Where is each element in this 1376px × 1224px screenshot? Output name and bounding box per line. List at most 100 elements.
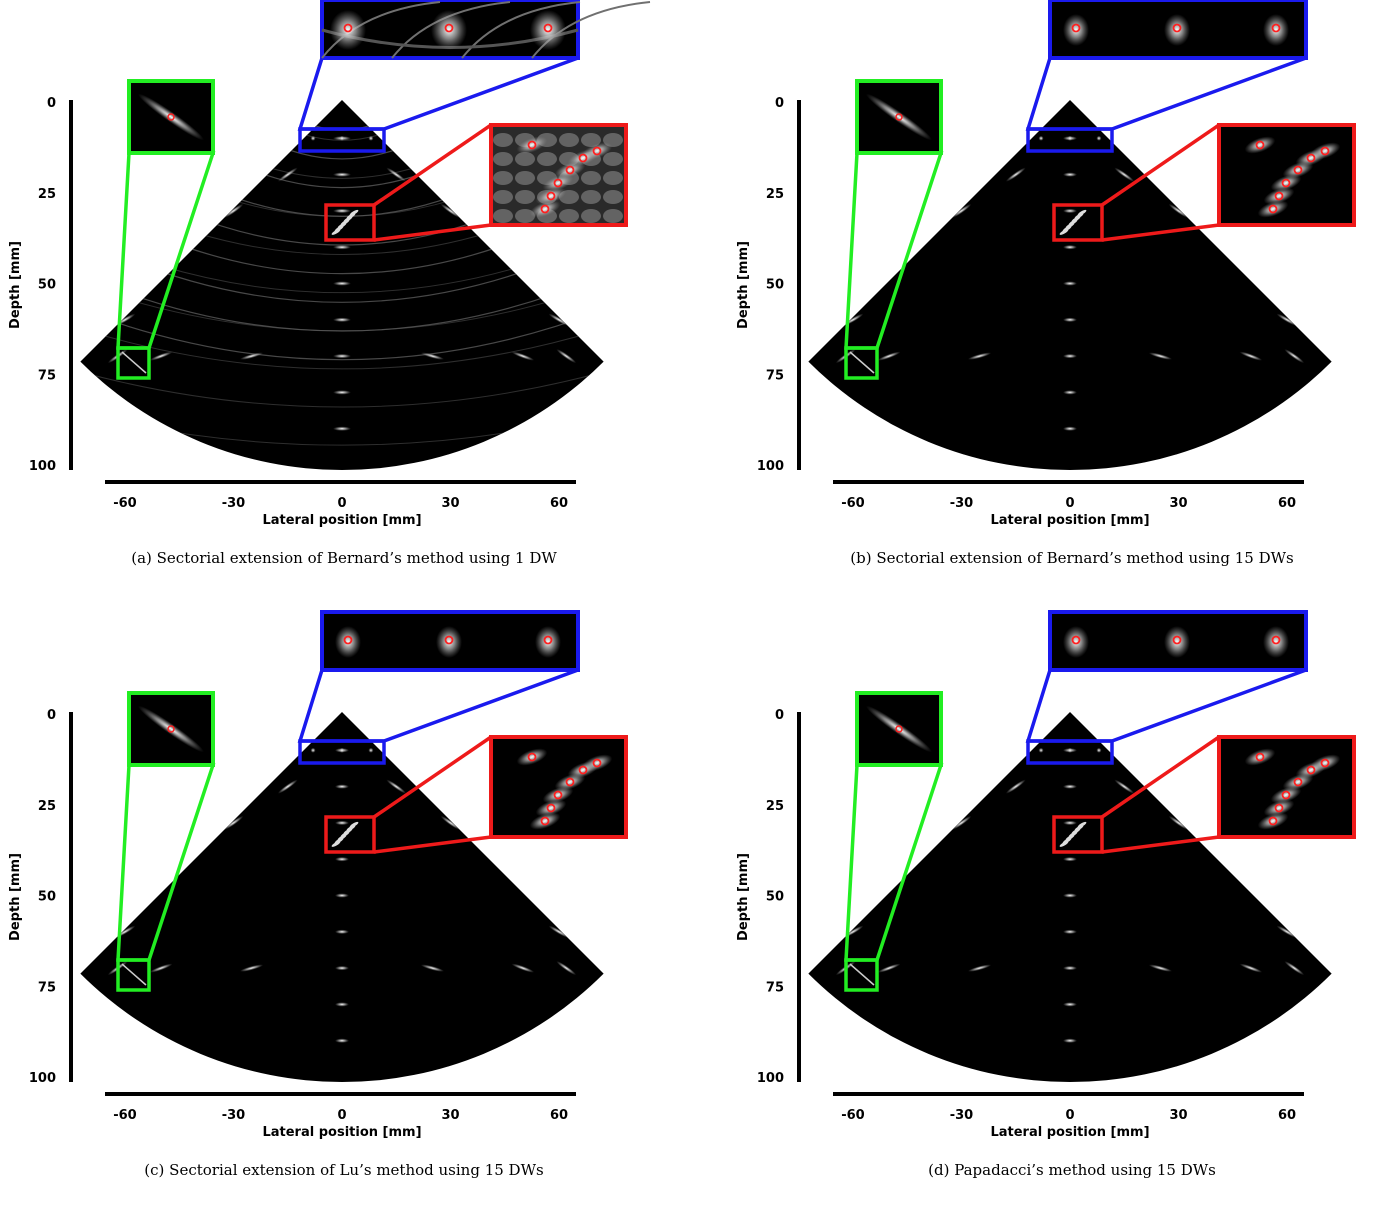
- point-scatterer: [494, 240, 515, 255]
- point-scatterer: [1222, 852, 1243, 867]
- inset-psf: [535, 187, 567, 205]
- point-scatterer: [1063, 353, 1077, 359]
- artifact-arc: [194, 232, 490, 256]
- y-tick-label: 50: [766, 890, 784, 905]
- point-scatterer: [335, 893, 349, 898]
- y-tick-label: 25: [766, 799, 784, 814]
- reference-marker: [553, 790, 563, 800]
- point-scatterer: [386, 779, 407, 794]
- point-scatterer: [511, 351, 535, 361]
- reference-marker: [1274, 191, 1284, 201]
- zoom-connector-red: [373, 223, 492, 242]
- point-scatterer: [386, 167, 407, 182]
- point-scatterer: [333, 426, 351, 431]
- point-scatterer: [1063, 317, 1077, 322]
- speckle-artifact: [559, 209, 579, 223]
- y-tick-label: 75: [766, 368, 784, 383]
- y-tick-label: 100: [757, 459, 784, 474]
- inset-psf: [330, 10, 366, 50]
- point-scatterer: [1096, 747, 1102, 753]
- inset-psf: [138, 705, 204, 753]
- reference-marker: [1268, 204, 1278, 214]
- inset-psf: [138, 93, 204, 141]
- y-tick-label: 100: [29, 1071, 56, 1086]
- subfigure-d: 0 25 50 75 100 -60 -30 0 30 60 Lateral position [m…: [728, 610, 1376, 1224]
- x-axis-label: Lateral position [mm]: [262, 1125, 421, 1140]
- y-axis-label: Depth [mm]: [8, 853, 23, 941]
- inset-psf: [436, 626, 462, 658]
- subfigure-caption: (a) Sectorial extension of Bernard’s met…: [131, 549, 557, 567]
- point-scatterer: [1063, 208, 1077, 214]
- point-scatterer: [1284, 961, 1305, 976]
- x-tick-label: 60: [1278, 496, 1296, 511]
- zoom-connector-red: [373, 735, 492, 819]
- reference-marker: [343, 23, 353, 33]
- subfigure-a: 0 25 50 75 100 -60 -30 0 30 60 Lateral position [m…: [0, 0, 688, 612]
- x-tick-label: -30: [950, 1108, 974, 1123]
- point-scatterer: [1063, 965, 1077, 971]
- inset-psf: [1263, 187, 1295, 205]
- point-scatterer: [339, 135, 345, 141]
- reference-marker: [444, 635, 454, 645]
- point-scatterer: [1005, 167, 1026, 182]
- speckle-artifact: [581, 133, 601, 147]
- inset-psf: [1257, 812, 1289, 830]
- reference-marker: [1320, 758, 1330, 768]
- zoom-box-red: [324, 203, 376, 242]
- point-scatterer: [333, 317, 351, 322]
- point-scatterer: [1063, 929, 1077, 934]
- point-scatterer: [1096, 135, 1102, 141]
- point-scatterer: [1063, 1038, 1077, 1043]
- inset-psf: [1063, 14, 1089, 46]
- point-scatterer: [1168, 203, 1189, 218]
- inset-psf: [1257, 200, 1289, 218]
- y-tick-label: 0: [47, 96, 56, 111]
- speckle-artifact: [603, 152, 623, 166]
- inset-psf: [1282, 773, 1314, 791]
- reference-marker: [1271, 23, 1281, 33]
- reference-marker: [1281, 178, 1291, 188]
- speckle-artifact: [493, 209, 513, 223]
- reference-marker: [527, 140, 537, 150]
- subfigure-b: 0 25 50 75 100 -60 -30 0 30 60 Lateral position [m…: [728, 0, 1376, 612]
- subfigure-caption: (c) Sectorial extension of Lu’s method u…: [144, 1161, 544, 1179]
- point-scatterer: [1063, 784, 1077, 789]
- artifact-arc: [267, 166, 417, 179]
- speckle-artifact: [537, 152, 557, 166]
- y-tick-label: 100: [29, 459, 56, 474]
- y-tick-label: 75: [38, 980, 56, 995]
- y-tick-label: 50: [38, 890, 56, 905]
- point-scatterer: [133, 276, 153, 291]
- point-scatterer: [849, 963, 875, 986]
- y-axis-label: Depth [mm]: [736, 853, 751, 941]
- inset-psf: [1270, 174, 1302, 192]
- reference-marker: [167, 725, 175, 733]
- point-scatterer: [440, 815, 461, 830]
- zoom-connector-red: [1101, 735, 1220, 819]
- x-tick-label: 30: [441, 496, 459, 511]
- x-tick-label: -30: [222, 496, 246, 511]
- point-scatterer: [1239, 351, 1263, 361]
- y-tick-label: 25: [38, 187, 56, 202]
- inset-psf: [1263, 799, 1295, 817]
- point-scatterer: [1063, 1002, 1077, 1007]
- inset-psf: [516, 136, 548, 154]
- point-scatterer: [548, 313, 570, 327]
- point-scatterer: [335, 965, 349, 971]
- artifact-arc: [85, 330, 599, 370]
- speckle-artifact: [559, 133, 579, 147]
- point-scatterer: [339, 747, 345, 753]
- point-scatterer: [1063, 426, 1077, 431]
- point-scatterer: [349, 821, 359, 828]
- point-scatterer: [1063, 390, 1077, 395]
- y-tick-label: 0: [775, 96, 784, 111]
- x-tick-label: 60: [550, 1108, 568, 1123]
- point-scatterer: [877, 963, 901, 973]
- inset-psf: [535, 799, 567, 817]
- subfigure-caption: (d) Papadacci’s method using 15 DWs: [928, 1161, 1216, 1179]
- point-scatterer: [333, 208, 351, 214]
- inset-psf: [1063, 626, 1089, 658]
- inset-psf: [1263, 14, 1289, 46]
- zoom-box-red: [1052, 815, 1104, 854]
- subfigure-c: 0 25 50 75 100 -60 -30 0 30 60 Lateral position [m…: [0, 610, 688, 1224]
